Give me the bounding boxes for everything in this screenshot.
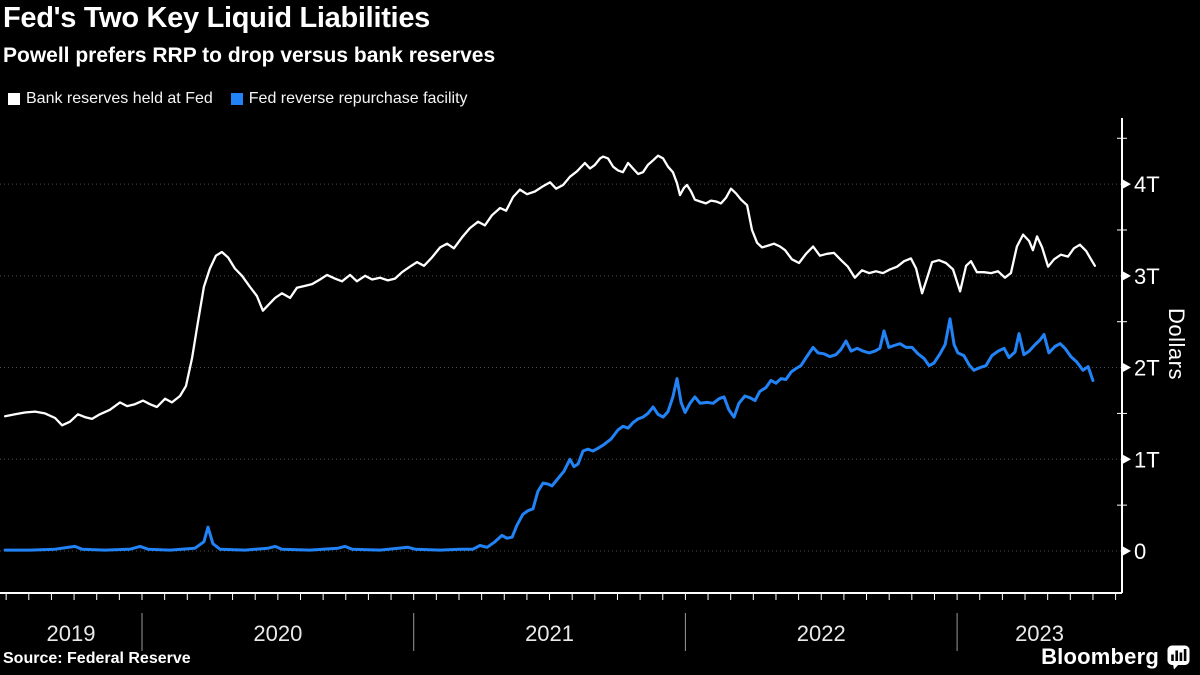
svg-text:3T: 3T xyxy=(1134,264,1160,289)
legend-label: Fed reverse repurchase facility xyxy=(248,90,468,107)
y-axis-title: Dollars xyxy=(1164,308,1189,380)
svg-text:0: 0 xyxy=(1134,539,1146,564)
reserves-swatch-icon xyxy=(8,93,20,105)
page-subtitle: Powell prefers RRP to drop versus bank r… xyxy=(3,44,496,67)
legend-label: Bank reserves held at Fed xyxy=(26,90,213,107)
source-note: Source: Federal Reserve xyxy=(3,650,191,667)
svg-text:2023: 2023 xyxy=(1015,621,1064,646)
svg-text:2021: 2021 xyxy=(525,621,574,646)
legend: Bank reserves held at Fed Fed reverse re… xyxy=(8,90,468,108)
legend-item-rrp: Fed reverse repurchase facility xyxy=(230,90,468,108)
svg-text:2019: 2019 xyxy=(47,621,96,646)
svg-text:2020: 2020 xyxy=(253,621,302,646)
svg-text:1T: 1T xyxy=(1134,447,1160,472)
bloomberg-brand: Bloomberg xyxy=(1041,644,1190,670)
svg-text:2022: 2022 xyxy=(797,621,846,646)
page-title: Fed's Two Key Liquid Liabilities xyxy=(3,2,430,34)
legend-item-bank-reserves: Bank reserves held at Fed xyxy=(8,90,213,108)
bloomberg-icon xyxy=(1167,645,1190,669)
rrp-swatch-icon xyxy=(230,93,243,105)
svg-text:4T: 4T xyxy=(1134,172,1160,197)
bloomberg-wordmark: Bloomberg xyxy=(1041,644,1159,669)
svg-text:2T: 2T xyxy=(1134,356,1160,381)
